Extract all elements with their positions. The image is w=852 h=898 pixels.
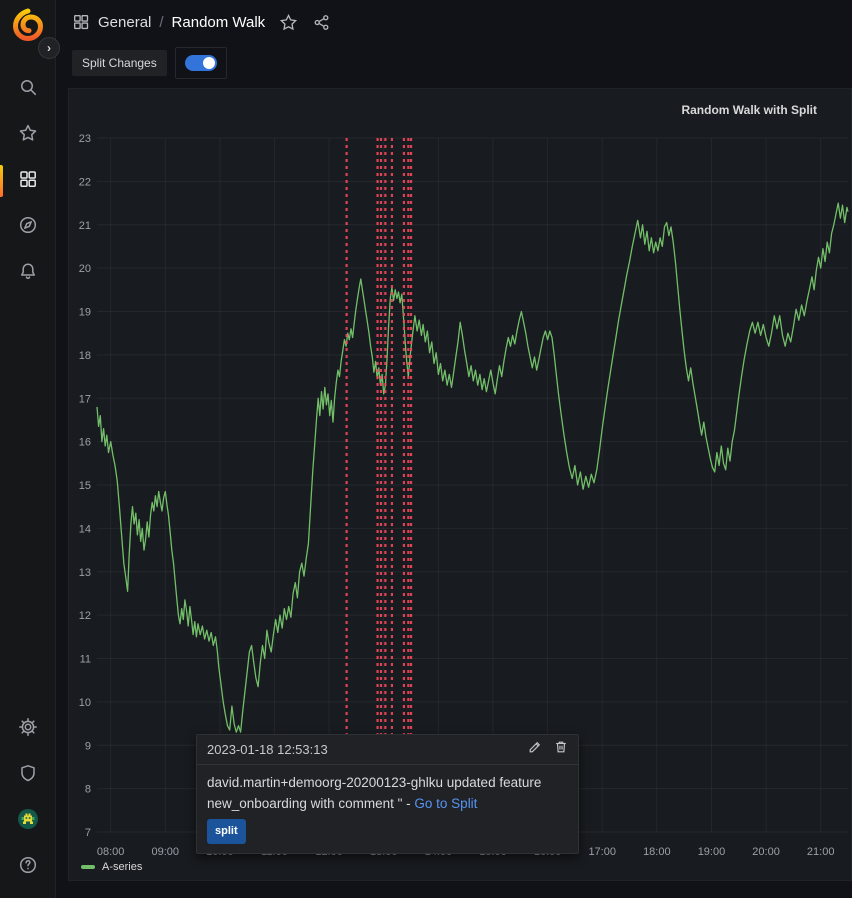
breadcrumb: General / Random Walk [56,0,852,44]
grafana-logo[interactable] [11,8,45,42]
server-admin-shield-icon [18,763,38,788]
sidebar-item-help[interactable] [0,844,55,890]
sidebar-item-dashboards[interactable] [0,158,55,204]
x-tick-label: 18:00 [643,846,671,858]
y-tick-label: 8 [85,784,91,796]
edit-pencil-icon[interactable] [528,740,542,759]
y-tick-label: 13 [79,567,91,579]
sidebar-top-nav [0,66,55,296]
chevron-right-icon: › [47,41,51,55]
settings-gear-icon [18,717,38,742]
y-tick-label: 20 [79,263,91,275]
y-tick-label: 21 [79,220,91,232]
legend-series-label: A-series [102,861,143,873]
sidebar-item-server-admin[interactable] [0,752,55,798]
x-tick-label: 20:00 [752,846,780,858]
legend-series-swatch [81,865,95,869]
sidebar-item-search[interactable] [0,66,55,112]
y-tick-label: 11 [80,654,91,666]
y-tick-label: 16 [79,437,91,449]
x-tick-label: 08:00 [97,846,125,858]
panel-random-walk-with-split: 7 8 9 10 11 12 13 14 15 16 17 18 19 20 21 22 23 08:00 09:0… [68,88,852,881]
series-line-A-series [96,202,849,733]
y-tick-label: 18 [79,350,91,362]
sidebar-item-explore[interactable] [0,204,55,250]
y-tick-label: 19 [79,307,91,319]
explore-compass-icon [18,215,38,240]
toggle-knob [202,57,215,69]
sidebar-expand-button[interactable]: › [38,37,60,59]
alerting-bell-icon [18,261,38,286]
y-tick-label: 12 [79,610,91,622]
split-changes-toggle[interactable] [174,47,227,79]
sidebar [0,0,56,898]
annotation-tooltip-body: david.martin+demoorg-20200123-ghlku upda… [197,765,578,853]
y-tick-label: 17 [79,393,91,405]
main-content: General / Random Walk Split Changes 7 8 9 1… [56,0,852,898]
y-tick-label: 10 [79,697,91,709]
share-dashboard-button[interactable] [312,13,331,32]
breadcrumb-separator: / [159,13,164,31]
y-tick-label: 15 [79,480,91,492]
annotation-tooltip-header: 2023-01-18 12:53:13 [197,735,578,765]
x-tick-label: 17:00 [588,846,616,858]
annotation-timestamp: 2023-01-18 12:53:13 [207,742,328,757]
panel-title[interactable]: Random Walk with Split [681,103,817,117]
annotation-tag[interactable]: split [207,819,246,844]
annotation-text: david.martin+demoorg-20200123-ghlku upda… [207,775,542,811]
x-tick-label: 19:00 [698,846,726,858]
y-tick-label: 9 [85,740,91,752]
breadcrumb-folder[interactable]: General [98,13,152,31]
apps-grid-icon [72,13,90,31]
y-tick-label: 23 [79,133,91,145]
y-tick-label: 7 [85,827,91,839]
y-tick-label: 14 [79,523,91,535]
dashboard-controls: Split Changes [56,44,852,82]
search-icon [18,77,38,102]
delete-trash-icon[interactable] [554,740,568,759]
x-tick-label: 09:00 [152,846,180,858]
user-avatar-monster [17,808,39,835]
sidebar-bottom-nav [0,706,55,890]
help-question-icon [18,855,38,880]
sidebar-item-settings[interactable] [0,706,55,752]
dashboards-grid-icon [18,169,38,194]
star-dashboard-button[interactable] [279,13,298,32]
y-tick-label: 22 [79,176,91,188]
starred-icon [18,123,38,148]
sidebar-item-profile[interactable] [0,798,55,844]
annotation-link[interactable]: Go to Split [414,796,478,811]
x-tick-label: 21:00 [807,846,835,858]
sidebar-item-starred[interactable] [0,112,55,158]
legend-item-a-series[interactable]: A-series [81,861,142,873]
sidebar-item-alerting[interactable] [0,250,55,296]
annotation-tooltip: 2023-01-18 12:53:13 david.martin+demoorg… [196,734,579,854]
breadcrumb-dashboard-title[interactable]: Random Walk [171,13,266,31]
split-changes-label: Split Changes [72,50,167,76]
